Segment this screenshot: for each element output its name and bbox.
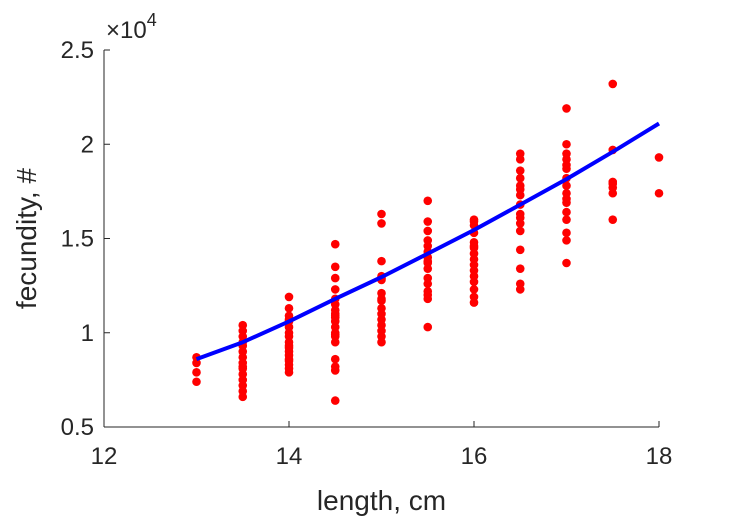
data-point <box>330 354 340 364</box>
axes <box>103 50 659 428</box>
y-tick-label: 0.5 <box>61 414 94 441</box>
data-point <box>515 245 525 255</box>
data-point <box>377 219 386 228</box>
data-point <box>515 155 525 164</box>
data-point <box>469 217 479 226</box>
y-exponent-base: ×10 <box>106 17 147 44</box>
data-point <box>608 188 618 198</box>
data-point <box>423 196 433 206</box>
data-point <box>469 241 479 251</box>
data-point <box>562 207 571 217</box>
data-point <box>330 366 340 375</box>
data-point <box>608 215 618 224</box>
y-ticks: 0.5 1 1.5 2 2.5 <box>61 37 110 441</box>
data-point <box>562 228 571 238</box>
data-point <box>330 239 340 249</box>
data-point <box>515 226 525 236</box>
x-tick-label: 18 <box>646 443 673 470</box>
data-point <box>423 279 433 289</box>
data-point <box>423 264 433 273</box>
data-point <box>330 285 340 294</box>
fit-line <box>195 121 661 361</box>
data-point <box>377 209 386 219</box>
data-point <box>469 277 479 287</box>
data-point <box>330 330 340 339</box>
data-point <box>608 179 618 189</box>
data-point <box>377 294 386 304</box>
data-point <box>238 392 248 402</box>
data-point <box>562 215 571 224</box>
data-point <box>284 354 294 364</box>
data-point <box>330 313 340 322</box>
data-point <box>377 337 386 347</box>
data-point <box>515 185 525 194</box>
data-point <box>284 303 294 313</box>
data-point <box>423 256 433 266</box>
data-point <box>608 79 618 89</box>
data-point <box>515 285 525 294</box>
y-tick-label: 2 <box>81 131 94 158</box>
data-point <box>562 194 571 204</box>
y-tick-label: 1.5 <box>61 226 94 253</box>
data-point <box>423 322 433 332</box>
data-point <box>515 213 525 223</box>
y-tick-label: 1 <box>81 320 94 347</box>
data-points <box>192 79 664 405</box>
data-point <box>284 368 294 377</box>
data-point <box>238 362 248 371</box>
data-point <box>192 368 201 377</box>
fit-line-group <box>195 121 661 361</box>
data-point <box>515 173 525 183</box>
data-point <box>192 358 201 368</box>
data-point <box>330 273 340 283</box>
data-point <box>284 343 294 353</box>
data-point <box>330 337 340 347</box>
data-point <box>423 226 433 236</box>
y-exponent-power: 4 <box>147 10 157 30</box>
x-axis-label: length, cm <box>317 485 446 516</box>
data-point <box>515 166 525 175</box>
data-point <box>562 104 571 113</box>
data-point <box>377 256 386 266</box>
data-point <box>562 139 571 149</box>
y-axis-label: fecundity, # <box>11 168 42 310</box>
data-point <box>330 262 340 272</box>
data-point <box>330 396 340 405</box>
data-point <box>562 258 571 268</box>
data-point <box>562 236 571 245</box>
data-point <box>515 264 525 273</box>
data-point <box>562 149 571 158</box>
data-point <box>469 285 479 294</box>
data-point <box>654 153 664 162</box>
data-point <box>284 292 294 302</box>
data-point <box>562 160 571 170</box>
x-tick-label: 16 <box>461 443 488 470</box>
x-ticks: 12 14 16 18 <box>91 421 673 470</box>
data-point <box>192 377 201 387</box>
x-tick-label: 12 <box>91 443 118 470</box>
data-point <box>423 294 433 304</box>
y-exponent-label: ×104 <box>106 10 157 44</box>
data-point <box>654 188 664 198</box>
x-tick-label: 14 <box>276 443 303 470</box>
data-point <box>562 181 571 191</box>
data-point <box>469 298 479 307</box>
data-point <box>423 217 433 226</box>
y-tick-label: 2.5 <box>61 37 94 64</box>
